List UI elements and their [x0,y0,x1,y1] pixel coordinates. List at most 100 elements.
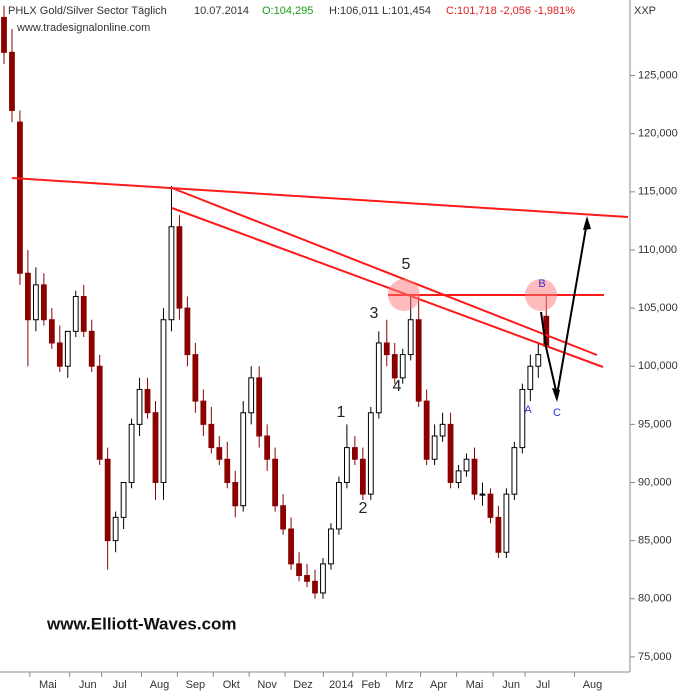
candle-body [503,493,510,553]
candle-body [439,423,446,437]
candle-body [535,354,542,367]
candle-body [104,458,111,542]
candle-body [527,365,534,390]
candle-body [336,481,342,530]
candle-body [176,226,183,309]
candle-body [320,563,326,594]
x-tick-label: Jun [502,679,520,691]
candle-body [415,319,422,402]
y-tick-label: 80,000 [638,593,672,605]
candle-body [200,400,207,425]
y-tick-label: 110,000 [638,244,677,256]
candle-body [296,563,302,577]
y-tick-label: 85,000 [638,535,672,547]
x-tick-label: Aug [150,679,170,691]
y-tick-label: 90,000 [638,476,672,488]
wave-label: C [553,407,561,419]
candle-body [40,284,47,321]
candle-body [264,435,271,460]
candle-body [288,528,294,565]
plot-area [1,5,550,599]
candle-body [487,493,494,518]
candle-body [383,342,390,356]
candle-body [88,330,95,367]
candle-body [495,516,502,553]
candle-body [328,528,334,565]
trend-line [171,207,604,368]
candle-body [136,388,143,425]
date: 10.07.2014 [194,5,249,17]
candle-body [128,423,135,483]
arrow-head [552,388,560,402]
candle-body [463,458,470,472]
candle-body [192,354,199,402]
x-tick-label: Jul [113,679,127,691]
candle-body [120,481,127,518]
candle-body [511,447,518,495]
trend-line [11,177,629,218]
x-tick-label: Feb [361,679,380,691]
candle-body [25,272,31,321]
y-tick-label: 75,000 [638,651,672,663]
wave-label: B [538,278,545,290]
x-tick-label: Mrz [395,679,413,691]
candle-body [479,493,486,496]
highlight-circle [525,279,557,311]
candle-body [312,580,318,594]
y-tick-label: 95,000 [638,418,672,430]
y-tick-label: 125,000 [638,69,678,81]
candle-body [407,319,414,356]
x-tick-label: Okt [223,679,240,691]
candle-body [184,307,191,356]
source: www.tradesignalonline.com [16,22,150,34]
candle-body [391,354,398,379]
candle-body [399,354,406,379]
wave-label: 2 [359,500,368,517]
highlight-circle [388,279,420,311]
candle-body [248,377,255,414]
candle-body [447,423,454,483]
candle-body [455,470,462,483]
candle-body [144,388,151,414]
candle-body [304,575,310,582]
candle-body [80,295,87,332]
x-tick-label: Dez [293,679,313,691]
candle-body [48,319,55,344]
high-low-quote: H:106,011 L:101,454 [329,5,431,17]
y-tick-label: 100,000 [638,360,678,372]
candle-body [64,330,71,367]
candle-body [256,377,263,437]
candle-body [96,365,103,460]
wave-label: A [524,404,532,416]
trend-line [171,187,598,356]
candle-body [72,295,79,332]
candle-body [471,458,478,495]
x-tick-label: Aug [583,679,603,691]
candle-body [168,226,175,321]
candle-body [224,458,231,483]
candle-body [431,435,438,460]
candle-body [359,458,366,495]
candle-body [1,16,7,53]
candle-body [375,342,382,414]
candle-body [56,342,63,367]
candle-body [351,447,358,460]
candle-body [32,284,39,321]
close-quote: C:101,718 -2,056 -1,981% [446,5,575,17]
wave-label: 4 [393,378,402,395]
x-tick-label: Mai [466,679,484,691]
x-tick-label: Jun [79,679,97,691]
wave-label: 5 [402,256,411,273]
y-tick-label: 120,000 [638,128,678,140]
open-quote: O:104,295 [262,5,313,17]
candle-body [152,412,159,483]
x-tick-label: Jul [536,679,550,691]
candle-body [240,412,247,507]
candle-body [280,505,286,530]
candle-body [423,400,430,460]
candle-body [367,412,374,495]
symbol: XXP [634,5,656,17]
arrow-head [583,216,591,230]
